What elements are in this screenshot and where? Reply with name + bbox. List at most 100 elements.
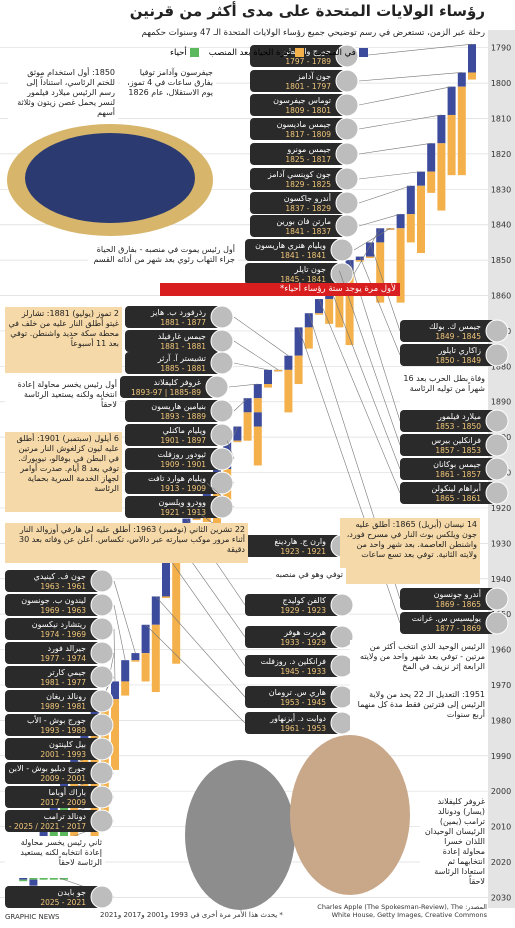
after-bar [141, 653, 150, 682]
after-bar [121, 681, 130, 696]
president-name: رذرفورد ب. هايز [150, 308, 206, 317]
president-name: أبراهام لينكولن [431, 483, 481, 493]
after-bar [284, 369, 293, 413]
name-box [5, 762, 100, 784]
name-box [245, 655, 340, 677]
president-name: جيمس غارفيلد [158, 332, 206, 341]
office-bar [417, 171, 425, 186]
name-box [5, 666, 100, 688]
president-years: 1841 - 1845 [280, 275, 326, 284]
annotation: 6 أيلول (سبتمبر) 1901: أطلق عليه ليون كز… [5, 432, 122, 512]
president-years: 2009 - 2017 [40, 798, 86, 807]
name-box [400, 320, 495, 342]
connector [358, 43, 473, 57]
connector [358, 185, 411, 204]
connector [113, 628, 116, 682]
y-tick-label: 1800 [491, 79, 511, 88]
connector [113, 580, 136, 654]
legend-label: في المنصب [313, 48, 356, 58]
president-name: جون ف. كينيدي [34, 572, 86, 581]
portrait [335, 167, 359, 191]
portrait [335, 44, 359, 68]
name-box [250, 118, 345, 140]
president-years: 1857 - 1861 [435, 470, 481, 479]
office-bar [162, 553, 170, 597]
president-name: جون تايلر [294, 265, 327, 274]
president-name: باراك أوباما [49, 787, 86, 797]
name-box [5, 810, 100, 832]
name-box [5, 618, 100, 640]
name-box [250, 168, 345, 190]
portrait [485, 457, 509, 481]
office-bar [376, 228, 385, 243]
after-bar [192, 518, 201, 521]
president-name: جيمس مونرو [286, 145, 331, 154]
after-bar [100, 709, 109, 813]
name-box [125, 352, 220, 374]
after-bar [396, 228, 405, 303]
connector [353, 228, 391, 251]
name-box [400, 410, 495, 432]
office-bar [468, 44, 476, 73]
office-bar [264, 369, 272, 385]
president-years: 1963 - 1969 [40, 606, 86, 615]
name-box [400, 588, 495, 610]
president-name: رونالد ريغان [46, 692, 86, 701]
president-name: بنيامين هاريسون [151, 402, 206, 411]
connector [233, 316, 289, 356]
portrait [90, 737, 114, 761]
president-name: جون كوينسي آدامز [267, 169, 331, 179]
y-tick-label: 1850 [491, 256, 511, 265]
connector [339, 270, 401, 446]
president-years: 1881 - 1881 [160, 342, 206, 351]
president-years: 1909 - 1913 [160, 484, 206, 493]
portrait [330, 262, 354, 286]
after-bar [131, 660, 140, 662]
president-name: جورج دبليو بوش - الابن [9, 764, 86, 773]
office-bar [111, 681, 119, 700]
connector [318, 298, 401, 494]
connector [113, 604, 126, 661]
after-bar [111, 699, 119, 770]
portrait [485, 433, 509, 457]
president-years: 1921 - 1923 [280, 547, 326, 556]
president-name: هربرت هوفر [283, 628, 326, 637]
office-bar [447, 86, 456, 115]
president-years: 1897 - 1901 [160, 436, 206, 445]
y-tick-label: 1840 [491, 221, 511, 230]
portrait [90, 617, 114, 641]
president-years: 1969 - 1974 [40, 630, 86, 639]
portrait [90, 665, 114, 689]
after-bar [253, 426, 262, 466]
portrait [90, 809, 114, 833]
office-bar [151, 596, 160, 625]
portrait [335, 214, 359, 238]
annotation: 22 تشرين الثاني (نوفمبر) 1963: أطلق عليه… [5, 523, 248, 563]
connector [353, 228, 381, 275]
after-bar [457, 86, 466, 176]
connector [358, 114, 442, 130]
portrait [485, 343, 509, 367]
president-years: 1913 - 1921 [160, 508, 206, 517]
president-name: أندرو جونسون [434, 589, 481, 599]
president-years: 1841 - 1841 [280, 251, 326, 260]
after-bar [233, 440, 242, 443]
annotation: أول رئيس يخسر محاولة إعادة انتخابه ولكنه… [5, 378, 120, 420]
annotation: وفاة بطل الحرب بعد 16 شهراً من توليه الر… [400, 372, 488, 408]
president-name: فرانكلين د. روزفلت [261, 657, 327, 666]
legend-label: فترة الحياة بعد المنصب [208, 48, 292, 58]
president-name: ميلارد فيلمور [437, 412, 481, 421]
name-box [400, 344, 495, 366]
y-tick-label: 1980 [491, 716, 511, 725]
president-name: جيمس بوكانان [433, 460, 481, 469]
president-name: غروفر كليفلاند [154, 378, 201, 387]
portrait [330, 238, 354, 262]
president-name: دوايت د. أيزنهاور [269, 713, 326, 723]
legend-entry: في المنصب [314, 48, 368, 58]
president-years: 1849 - 1850 [435, 356, 481, 365]
after-bar [386, 228, 395, 230]
y-tick-label: 1880 [491, 362, 511, 371]
president-years: 1861 - 1865 [435, 494, 481, 503]
name-box [245, 263, 340, 285]
president-name: جيمس ماديسون [277, 120, 331, 129]
